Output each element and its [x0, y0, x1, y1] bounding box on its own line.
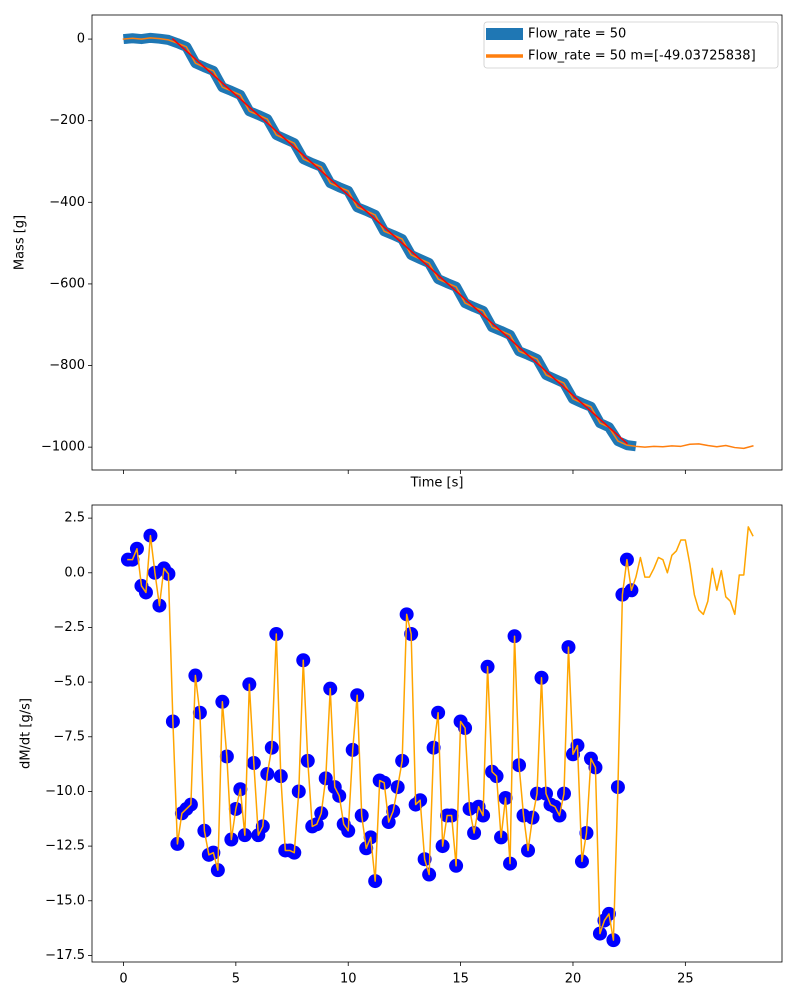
legend-label: Flow_rate = 50 m=[-49.03725838] [528, 49, 756, 64]
x-tick-label: 15 [452, 972, 469, 987]
y-axis-label: Mass [g] [13, 215, 28, 270]
y-tick-label: −600 [49, 276, 85, 291]
x-tick-label: 10 [340, 972, 357, 987]
y-tick-label: 0.0 [64, 565, 85, 580]
x-tick-label: 20 [565, 972, 582, 987]
y-tick-label: −800 [49, 358, 85, 373]
y-tick-label: −200 [49, 113, 85, 128]
x-tick-label: 5 [232, 972, 240, 987]
series-line [171, 38, 628, 445]
plot-frame [91, 504, 783, 963]
legend-box [483, 21, 779, 69]
y-tick-label: −5.0 [53, 675, 85, 690]
y-tick-label: −10.0 [45, 784, 85, 799]
y-tick-label: −400 [49, 195, 85, 210]
y-tick-label: −12.5 [45, 839, 85, 854]
x-axis-label: Time [s] [410, 476, 464, 491]
y-tick-label: 0 [77, 32, 85, 47]
plot-frame [91, 14, 783, 471]
y-tick-label: 2.5 [64, 511, 85, 526]
legend-label: Flow_rate = 50 [528, 27, 626, 42]
series-line [122, 37, 754, 450]
y-tick-label: −2.5 [53, 620, 85, 635]
x-tick-label: 25 [677, 972, 694, 987]
y-tick-label: −17.5 [45, 948, 85, 963]
series-line [127, 526, 754, 941]
y-tick-label: −7.5 [53, 729, 85, 744]
y-tick-label: −15.0 [45, 893, 85, 908]
y-tick-label: −1000 [41, 440, 85, 455]
x-tick-label: 0 [119, 972, 127, 987]
y-axis-label: dM/dt [g/s] [19, 698, 34, 769]
